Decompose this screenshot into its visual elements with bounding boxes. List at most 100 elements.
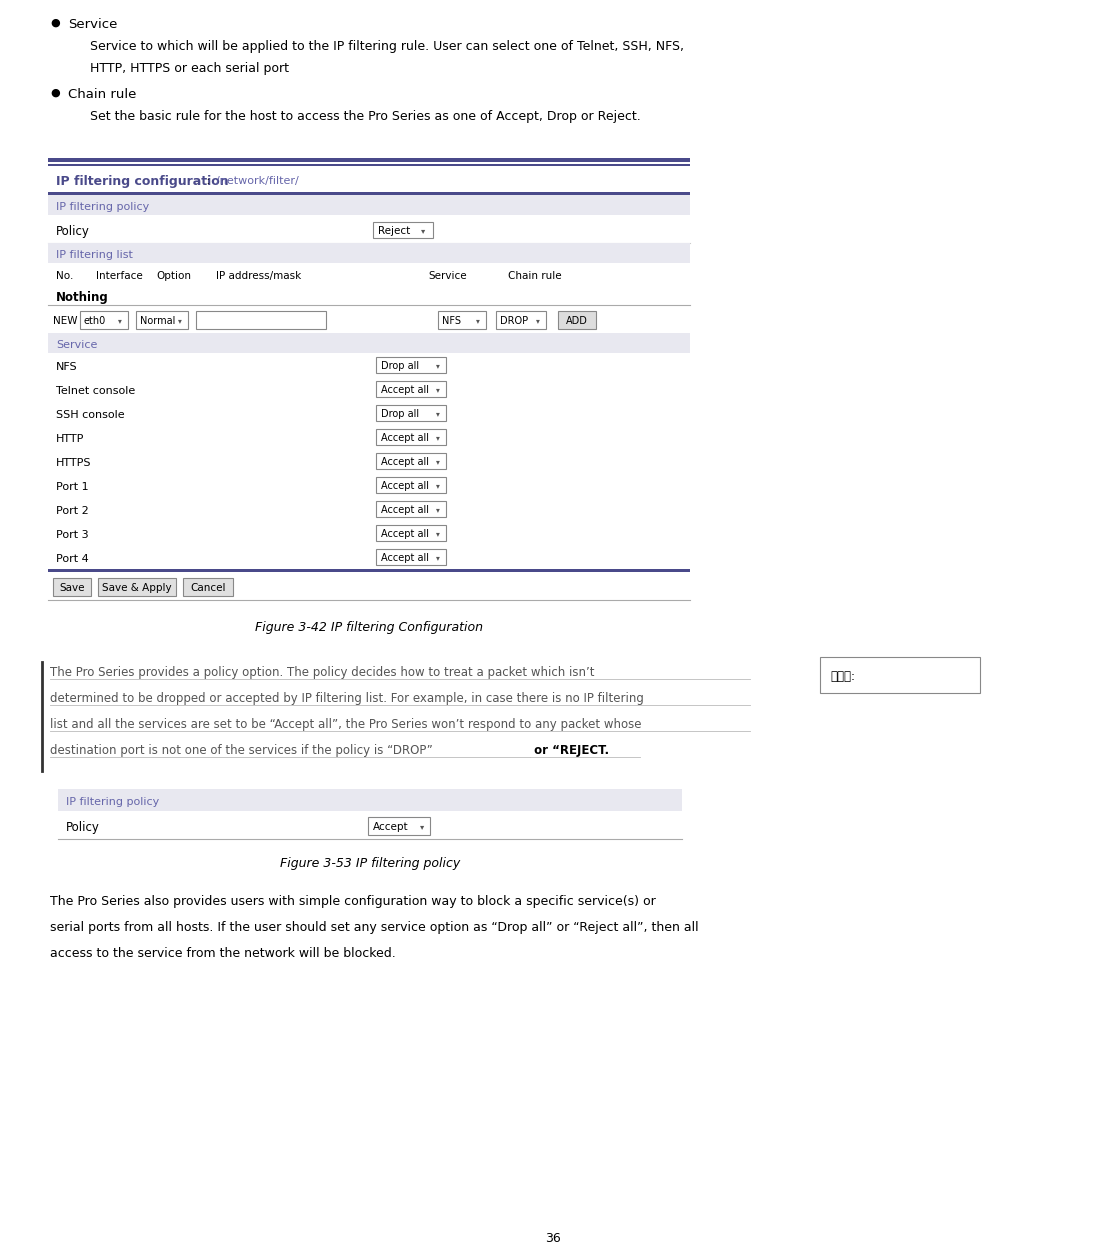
Text: ●: ● [50, 88, 60, 98]
Text: Cancel: Cancel [190, 583, 226, 593]
Text: ▾: ▾ [436, 481, 440, 491]
Text: Telnet console: Telnet console [56, 386, 135, 396]
Text: Chain rule: Chain rule [67, 88, 136, 100]
Text: NEW: NEW [53, 317, 77, 327]
Text: Save & Apply: Save & Apply [102, 583, 171, 593]
Text: ▾: ▾ [436, 409, 440, 418]
Bar [48, 333, 690, 353]
Text: ▾: ▾ [436, 386, 440, 394]
Text: Service: Service [428, 271, 467, 281]
Bar [98, 578, 176, 597]
Text: ▾: ▾ [436, 530, 440, 539]
Text: No.: No. [56, 271, 73, 281]
Bar [48, 571, 690, 600]
Text: NFS: NFS [56, 362, 77, 372]
Text: 삭제됨:: 삭제됨: [830, 669, 855, 682]
Text: Accept all: Accept all [380, 457, 429, 467]
Text: Port 4: Port 4 [56, 554, 88, 564]
Text: determined to be dropped or accepted by IP filtering list. For example, in case : determined to be dropped or accepted by … [50, 692, 644, 705]
Text: ▾: ▾ [118, 317, 122, 325]
Bar [48, 285, 690, 305]
Text: ▾: ▾ [436, 554, 440, 563]
Text: Save: Save [60, 583, 85, 593]
Bar [48, 263, 690, 285]
Bar [58, 811, 682, 839]
Bar [820, 657, 980, 693]
Text: Interface: Interface [96, 271, 143, 281]
Bar [48, 195, 690, 215]
Bar [48, 497, 690, 521]
Bar [376, 357, 446, 373]
Bar [368, 816, 430, 835]
Text: ▾: ▾ [178, 317, 182, 325]
Text: eth0: eth0 [84, 317, 106, 327]
Bar [48, 448, 690, 474]
Text: ▾: ▾ [420, 226, 425, 236]
Bar [53, 578, 91, 597]
Bar [48, 353, 690, 377]
Text: :: : [204, 176, 213, 186]
Text: Accept all: Accept all [380, 529, 429, 539]
Text: Drop all: Drop all [380, 409, 419, 420]
Text: Accept all: Accept all [380, 481, 429, 491]
Bar [48, 165, 690, 166]
Text: Chain rule: Chain rule [508, 271, 562, 281]
Text: HTTPS: HTTPS [56, 458, 92, 468]
Text: 36: 36 [545, 1231, 561, 1245]
Text: ▾: ▾ [436, 457, 440, 466]
Text: IP filtering list: IP filtering list [56, 250, 133, 260]
Text: The Pro Series also provides users with simple configuration way to block a spec: The Pro Series also provides users with … [50, 896, 656, 908]
Bar [48, 242, 690, 263]
Bar [136, 311, 188, 329]
Bar [48, 377, 690, 401]
Text: ▾: ▾ [476, 317, 480, 325]
Text: ▾: ▾ [436, 433, 440, 442]
Text: Service: Service [56, 340, 97, 350]
Text: Drop all: Drop all [380, 360, 419, 371]
Bar [376, 381, 446, 397]
Text: Accept all: Accept all [380, 553, 429, 563]
Text: destination port is not one of the services if the policy is “DROP”: destination port is not one of the servi… [50, 744, 432, 757]
Bar [376, 549, 446, 565]
Text: Port 3: Port 3 [56, 530, 88, 540]
Bar [48, 569, 690, 571]
Text: The Pro Series provides a policy option. The policy decides how to treat a packe: The Pro Series provides a policy option.… [50, 666, 595, 679]
Text: ▾: ▾ [436, 362, 440, 371]
Text: Accept all: Accept all [380, 505, 429, 515]
Bar [376, 501, 446, 517]
Text: NFS: NFS [442, 317, 461, 327]
Text: Normal: Normal [140, 317, 176, 327]
Bar [182, 578, 233, 597]
Text: or “REJECT.: or “REJECT. [530, 744, 609, 757]
Bar [495, 311, 546, 329]
Bar [48, 166, 690, 192]
Text: Accept all: Accept all [380, 386, 429, 394]
Bar [559, 311, 596, 329]
Bar [58, 789, 682, 811]
Bar [48, 425, 690, 448]
Bar [48, 158, 690, 162]
Text: HTTP: HTTP [56, 435, 84, 445]
Text: /network/filter/: /network/filter/ [216, 176, 299, 186]
Text: IP filtering configuration: IP filtering configuration [56, 175, 229, 187]
Text: Policy: Policy [56, 225, 90, 237]
Bar [196, 311, 326, 329]
Bar [80, 311, 128, 329]
Text: Service to which will be applied to the IP filtering rule. User can select one o: Service to which will be applied to the … [90, 40, 684, 53]
Bar [376, 525, 446, 541]
Text: Option: Option [156, 271, 191, 281]
Bar [48, 545, 690, 569]
Text: Port 2: Port 2 [56, 506, 88, 516]
Bar [48, 192, 690, 195]
Text: IP address/mask: IP address/mask [216, 271, 301, 281]
Text: Figure 3-53 IP filtering policy: Figure 3-53 IP filtering policy [280, 857, 460, 869]
Text: ●: ● [50, 18, 60, 28]
Bar [376, 453, 446, 468]
Bar [48, 521, 690, 545]
Text: ▾: ▾ [536, 317, 540, 325]
Text: Accept: Accept [373, 821, 408, 831]
Bar [376, 404, 446, 421]
Text: SSH console: SSH console [56, 409, 125, 420]
Text: list and all the services are set to be “Accept all”, the Pro Series won’t respo: list and all the services are set to be … [50, 718, 641, 731]
Bar [48, 474, 690, 497]
